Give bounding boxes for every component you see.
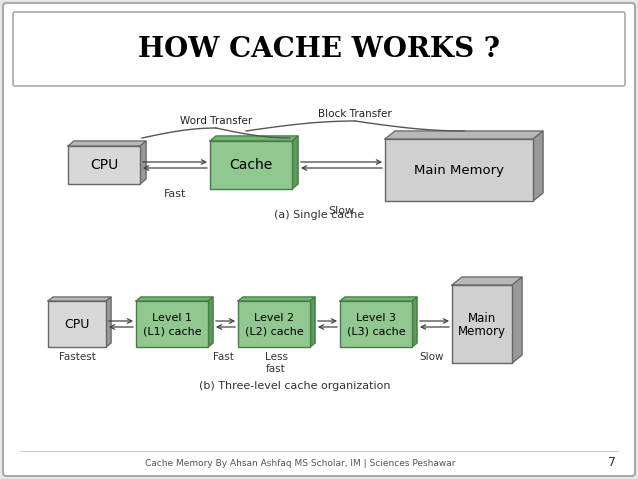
Polygon shape <box>512 277 522 363</box>
Text: Fast: Fast <box>164 189 186 199</box>
Polygon shape <box>210 136 298 141</box>
Polygon shape <box>238 297 315 301</box>
Text: Less
fast: Less fast <box>265 352 288 374</box>
Text: Level 2: Level 2 <box>254 313 294 323</box>
Text: Fast: Fast <box>212 352 234 362</box>
Bar <box>340 301 412 347</box>
Bar <box>238 301 310 347</box>
Bar <box>68 146 140 184</box>
Polygon shape <box>452 277 522 285</box>
Text: Main: Main <box>468 311 496 324</box>
Bar <box>136 301 208 347</box>
Text: Block Transfer: Block Transfer <box>318 109 392 119</box>
Text: Cache Memory By Ahsan Ashfaq MS Scholar, IM | Sciences Peshawar: Cache Memory By Ahsan Ashfaq MS Scholar,… <box>145 458 456 468</box>
Bar <box>48 301 106 347</box>
Polygon shape <box>136 297 213 301</box>
Polygon shape <box>340 297 417 301</box>
Text: Main Memory: Main Memory <box>414 163 504 176</box>
Polygon shape <box>68 141 146 146</box>
Polygon shape <box>48 297 111 301</box>
Text: CPU: CPU <box>90 158 118 172</box>
Text: 7: 7 <box>608 456 616 469</box>
Text: (L2) cache: (L2) cache <box>244 326 304 336</box>
Text: Word Transfer: Word Transfer <box>180 116 252 126</box>
Text: Slow: Slow <box>329 206 355 216</box>
FancyBboxPatch shape <box>3 3 635 476</box>
Text: (b) Three-level cache organization: (b) Three-level cache organization <box>199 381 390 391</box>
Text: Cache: Cache <box>230 158 272 172</box>
Text: (L3) cache: (L3) cache <box>346 326 405 336</box>
FancyBboxPatch shape <box>13 12 625 86</box>
Bar <box>452 285 512 363</box>
Text: Level 1: Level 1 <box>152 313 192 323</box>
Text: HOW CACHE WORKS ?: HOW CACHE WORKS ? <box>138 35 500 62</box>
Text: Memory: Memory <box>458 324 506 338</box>
Polygon shape <box>208 297 213 347</box>
Polygon shape <box>140 141 146 184</box>
Text: Fastest: Fastest <box>59 352 96 362</box>
Polygon shape <box>292 136 298 189</box>
Bar <box>210 141 292 189</box>
Text: Slow: Slow <box>420 352 444 362</box>
Text: (a) Single cache: (a) Single cache <box>274 210 364 220</box>
Text: CPU: CPU <box>64 318 90 331</box>
Polygon shape <box>310 297 315 347</box>
Bar <box>385 139 533 201</box>
Text: Level 3: Level 3 <box>356 313 396 323</box>
Polygon shape <box>106 297 111 347</box>
Polygon shape <box>385 131 543 139</box>
Polygon shape <box>533 131 543 201</box>
Polygon shape <box>412 297 417 347</box>
Text: (L1) cache: (L1) cache <box>143 326 202 336</box>
